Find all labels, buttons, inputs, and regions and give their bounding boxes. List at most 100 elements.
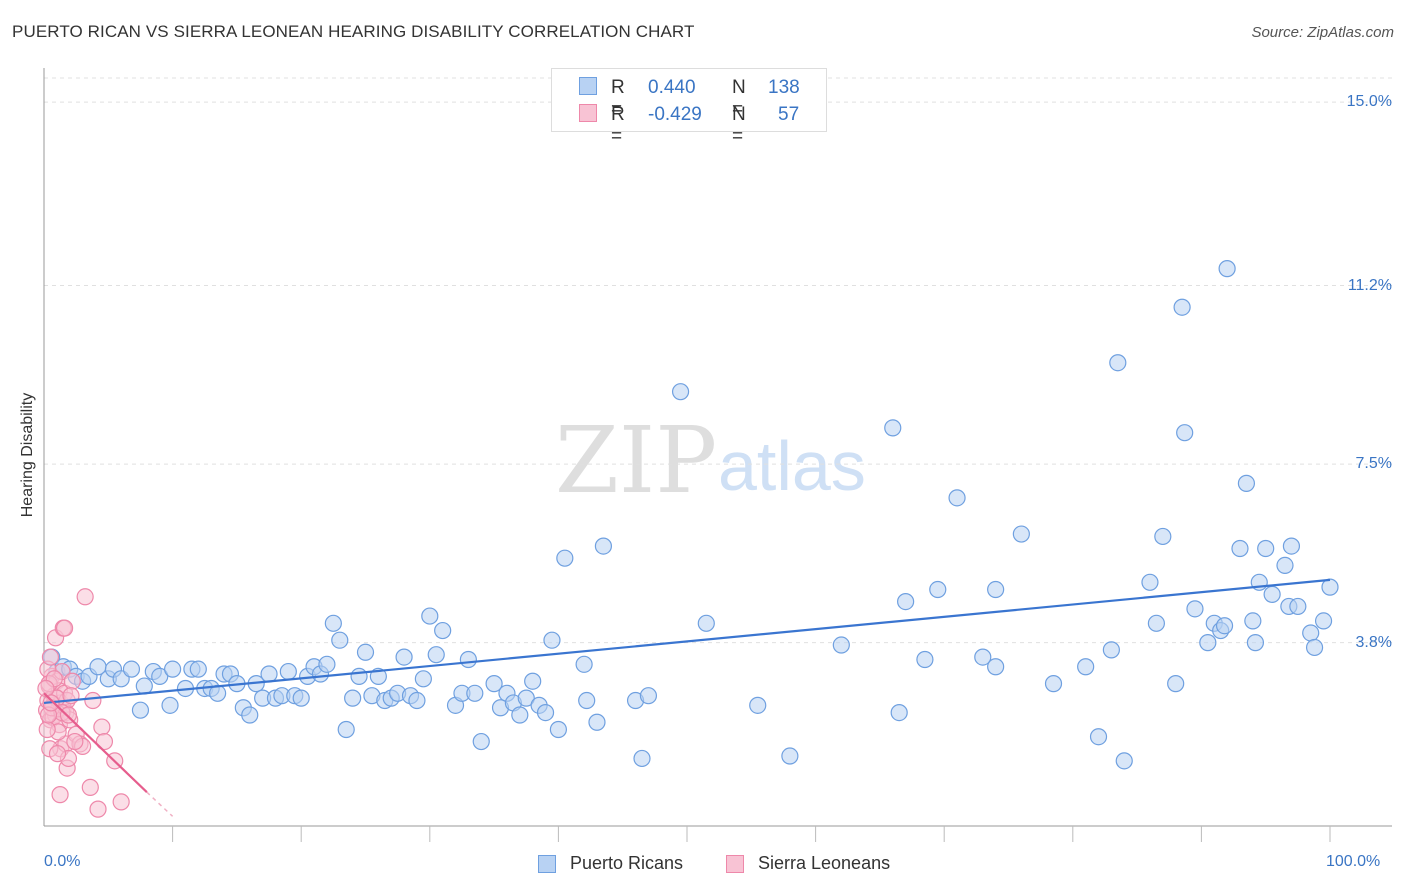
point-puerto-ricans <box>241 706 259 724</box>
point-puerto-ricans <box>749 696 767 714</box>
point-sierra-leoneans <box>76 588 94 606</box>
n-label: N = <box>732 104 746 147</box>
legend-label: Sierra Leoneans <box>758 853 891 873</box>
point-puerto-ricans <box>890 703 908 722</box>
point-puerto-ricans <box>633 749 651 768</box>
y-tick-label: 11.2% <box>1347 276 1392 294</box>
point-puerto-ricans <box>543 631 561 649</box>
point-sierra-leoneans <box>93 718 111 736</box>
point-puerto-ricans <box>485 675 503 693</box>
point-sierra-leoneans <box>89 800 107 818</box>
y-tick-label: 3.8% <box>1355 633 1392 651</box>
point-puerto-ricans <box>318 655 336 673</box>
trendline-puerto-ricans <box>43 578 1331 705</box>
point-puerto-ricans <box>588 713 606 731</box>
point-sierra-leoneans <box>63 672 81 690</box>
r-label: R = <box>611 104 625 147</box>
point-puerto-ricans <box>1173 298 1191 316</box>
point-puerto-ricans <box>948 489 966 507</box>
point-puerto-ricans <box>414 670 432 688</box>
point-puerto-ricans <box>1186 600 1204 618</box>
point-puerto-ricans <box>1199 634 1217 652</box>
point-sierra-leoneans <box>41 648 60 666</box>
point-puerto-ricans <box>1154 527 1172 546</box>
point-puerto-ricans <box>897 592 915 611</box>
watermark-atlas: atlas <box>718 427 866 505</box>
point-puerto-ricans <box>1115 752 1133 770</box>
point-puerto-ricans <box>916 650 934 669</box>
point-puerto-ricans <box>1147 614 1165 632</box>
point-puerto-ricans <box>1167 675 1185 693</box>
point-puerto-ricans <box>987 580 1005 599</box>
point-puerto-ricans <box>697 614 715 632</box>
point-sierra-leoneans <box>48 745 67 763</box>
point-puerto-ricans <box>929 580 947 599</box>
point-sierra-leoneans <box>55 619 74 637</box>
trendline-extension-sierra-leoneans <box>146 791 174 817</box>
legend-label: Puerto Ricans <box>570 853 684 873</box>
point-puerto-ricans <box>639 687 658 705</box>
point-puerto-ricans <box>331 631 349 649</box>
point-puerto-ricans <box>408 691 426 710</box>
n-value: 138 <box>768 77 800 98</box>
point-puerto-ricans <box>1321 578 1339 596</box>
x-tick-label-max: 100.0% <box>1326 853 1381 870</box>
point-puerto-ricans <box>511 706 529 724</box>
stats-swatch-puerto-ricans <box>579 77 597 95</box>
point-puerto-ricans <box>556 549 574 567</box>
point-puerto-ricans <box>350 667 368 686</box>
point-sierra-leoneans <box>81 778 99 796</box>
r-value: -0.429 <box>648 104 702 125</box>
point-puerto-ricans <box>1102 641 1120 659</box>
chart-title: PUERTO RICAN VS SIERRA LEONEAN HEARING D… <box>12 22 695 41</box>
point-puerto-ricans <box>466 684 484 702</box>
source-label: Source: ZipAtlas.com <box>1251 24 1394 41</box>
point-puerto-ricans <box>1012 525 1030 543</box>
point-puerto-ricans <box>1218 260 1236 278</box>
legend-swatch-sierra-leoneans <box>726 855 744 873</box>
y-tick-label: 15.0% <box>1346 93 1392 111</box>
point-sierra-leoneans <box>112 793 130 811</box>
point-puerto-ricans <box>337 720 355 739</box>
point-puerto-ricans <box>578 691 596 710</box>
point-puerto-ricans <box>427 646 445 664</box>
n-label: N = <box>732 77 746 120</box>
r-value: 0.440 <box>648 77 696 98</box>
point-puerto-ricans <box>472 732 490 751</box>
point-puerto-ricans <box>131 701 150 719</box>
point-puerto-ricans <box>517 689 535 707</box>
point-puerto-ricans <box>1276 556 1294 575</box>
point-puerto-ricans <box>279 662 297 681</box>
point-puerto-ricans <box>1044 675 1063 693</box>
point-puerto-ricans <box>1109 354 1127 372</box>
point-puerto-ricans <box>395 648 413 666</box>
point-puerto-ricans <box>594 537 613 555</box>
trendline-sierra-leoneans <box>43 692 148 794</box>
point-puerto-ricans <box>260 665 278 683</box>
r-label: R = <box>611 77 625 120</box>
point-sierra-leoneans <box>66 732 84 751</box>
watermark-zip: ZIP <box>555 407 717 514</box>
point-puerto-ricans <box>987 658 1005 676</box>
point-puerto-ricans <box>1215 617 1234 635</box>
point-puerto-ricans <box>434 621 452 640</box>
point-puerto-ricans <box>524 672 542 690</box>
point-puerto-ricans <box>671 383 690 401</box>
legend-swatch-puerto-ricans <box>538 855 556 873</box>
point-puerto-ricans <box>189 660 207 678</box>
point-puerto-ricans <box>356 643 375 661</box>
point-puerto-ricans <box>1314 612 1333 630</box>
point-puerto-ricans <box>832 636 850 654</box>
point-puerto-ricans <box>1141 573 1159 591</box>
point-puerto-ricans <box>1282 537 1301 555</box>
point-puerto-ricans <box>459 650 477 669</box>
point-puerto-ricans <box>974 648 992 666</box>
point-puerto-ricans <box>1257 539 1275 558</box>
point-sierra-leoneans <box>38 720 56 739</box>
point-puerto-ricans <box>122 660 141 678</box>
point-puerto-ricans <box>344 689 362 707</box>
x-tick-label-min: 0.0% <box>44 853 81 870</box>
point-puerto-ricans <box>549 720 568 739</box>
point-puerto-ricans <box>292 689 310 707</box>
point-puerto-ricans <box>161 696 179 714</box>
